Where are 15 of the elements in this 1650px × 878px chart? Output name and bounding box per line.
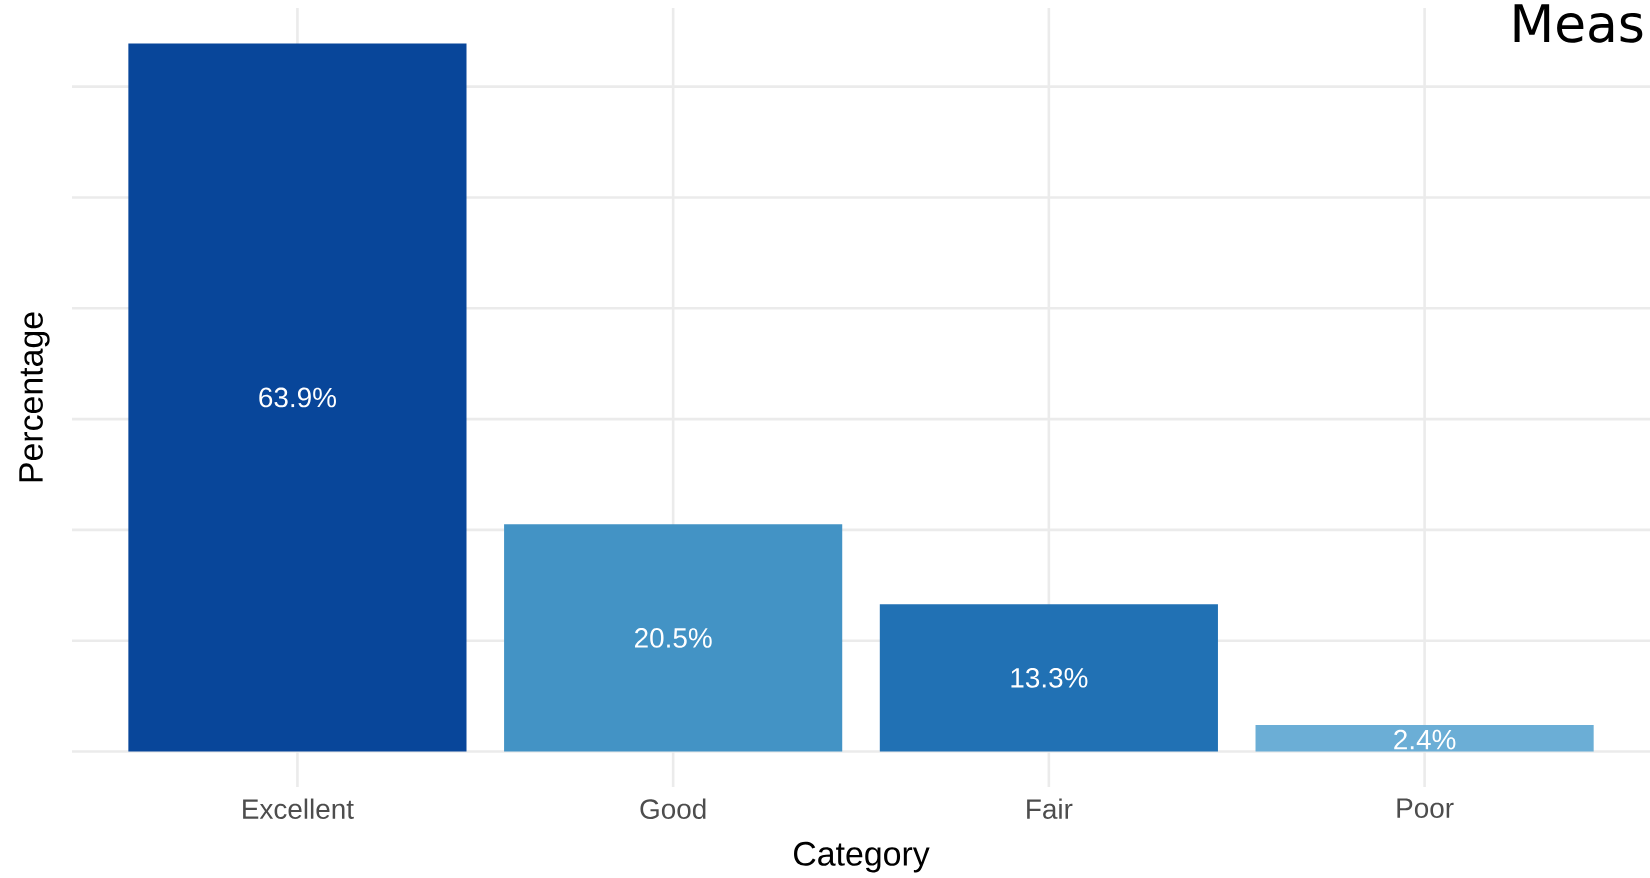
y-axis-title: Percentage xyxy=(19,312,50,482)
data-label: 2.4% xyxy=(1394,729,1456,750)
x-tick-label: Poor xyxy=(1397,798,1454,818)
x-tick-label: Good xyxy=(640,798,706,819)
x-tick-label: Excellent xyxy=(243,798,354,819)
x-tick-label: Fair xyxy=(1027,798,1073,819)
chart-title: Meas xyxy=(1514,4,1643,43)
bar xyxy=(1255,724,1594,752)
data-label: 20.5% xyxy=(635,628,712,648)
data-label: 63.9% xyxy=(259,387,336,408)
bar xyxy=(504,524,843,752)
data-label: 13.3% xyxy=(1011,667,1088,688)
x-axis-title: Category xyxy=(794,841,930,873)
bar xyxy=(128,43,467,752)
bar xyxy=(879,604,1218,752)
